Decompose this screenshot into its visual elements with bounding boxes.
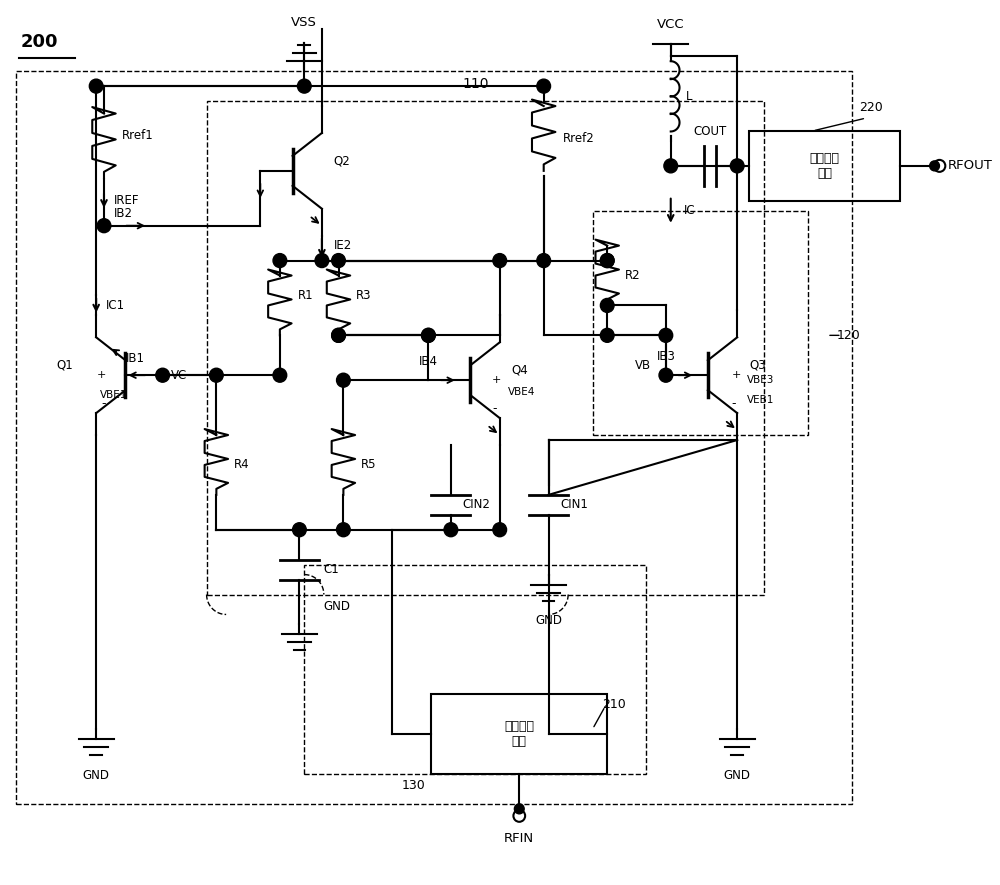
Text: R5: R5 <box>361 458 376 472</box>
Text: Rref2: Rref2 <box>563 132 595 145</box>
Text: 输出匹配
电路: 输出匹配 电路 <box>810 152 840 180</box>
Circle shape <box>493 254 507 267</box>
Text: IE2: IE2 <box>334 239 352 252</box>
Text: Q1: Q1 <box>56 358 73 372</box>
Text: VSS: VSS <box>291 16 317 29</box>
Circle shape <box>493 523 507 536</box>
Text: 输入匹配
电路: 输入匹配 电路 <box>504 720 534 748</box>
Circle shape <box>332 254 345 267</box>
Circle shape <box>659 328 673 342</box>
Circle shape <box>273 254 287 267</box>
Circle shape <box>600 328 614 342</box>
Circle shape <box>293 523 306 536</box>
Text: 120: 120 <box>837 329 861 342</box>
Text: 220: 220 <box>859 101 883 114</box>
Text: VBE1: VBE1 <box>100 390 127 400</box>
Text: Q3: Q3 <box>749 358 766 372</box>
Text: IREF: IREF <box>114 195 139 207</box>
Circle shape <box>332 328 345 342</box>
Circle shape <box>659 368 673 382</box>
Text: VEB1: VEB1 <box>747 395 774 405</box>
Text: GND: GND <box>324 599 351 612</box>
Text: -: - <box>492 402 496 414</box>
Circle shape <box>537 79 551 93</box>
Text: COUT: COUT <box>693 125 726 138</box>
Circle shape <box>600 298 614 312</box>
Text: R4: R4 <box>234 458 250 472</box>
Text: 210: 210 <box>602 697 626 711</box>
Text: +: + <box>97 370 106 381</box>
Text: R3: R3 <box>356 289 372 302</box>
Text: VB: VB <box>635 358 651 372</box>
Circle shape <box>273 368 287 382</box>
Bar <box>593 211 808 435</box>
Text: RFIN: RFIN <box>504 832 534 845</box>
Text: GND: GND <box>724 769 751 782</box>
Text: VBE4: VBE4 <box>508 387 535 397</box>
Circle shape <box>444 523 458 536</box>
Text: -: - <box>101 396 106 410</box>
Text: Q4: Q4 <box>511 364 528 377</box>
Circle shape <box>422 328 435 342</box>
Text: VC: VC <box>170 369 187 381</box>
Circle shape <box>600 254 614 267</box>
Bar <box>304 565 646 774</box>
Circle shape <box>730 159 744 173</box>
Circle shape <box>422 328 435 342</box>
Circle shape <box>664 159 678 173</box>
Text: C1: C1 <box>324 563 340 576</box>
Text: Q2: Q2 <box>334 154 350 167</box>
Circle shape <box>156 368 169 382</box>
Bar <box>749 131 900 201</box>
Circle shape <box>297 79 311 93</box>
Circle shape <box>97 219 111 233</box>
Circle shape <box>332 328 345 342</box>
Bar <box>431 694 607 774</box>
Circle shape <box>337 373 350 387</box>
Text: -: - <box>731 396 736 410</box>
Text: 110: 110 <box>462 77 489 91</box>
Text: IC: IC <box>683 204 695 217</box>
Circle shape <box>930 161 939 171</box>
Text: CIN2: CIN2 <box>463 498 490 512</box>
Circle shape <box>514 804 524 814</box>
Circle shape <box>89 79 103 93</box>
Text: +: + <box>492 375 501 385</box>
Text: GND: GND <box>83 769 110 782</box>
Text: L: L <box>685 89 692 103</box>
Text: IB3: IB3 <box>656 350 675 363</box>
Circle shape <box>315 254 329 267</box>
Text: +: + <box>731 370 741 381</box>
Text: Rref1: Rref1 <box>122 129 153 142</box>
Text: RFOUT: RFOUT <box>947 159 992 173</box>
Text: R2: R2 <box>625 269 640 282</box>
Bar <box>207 101 764 595</box>
Text: 130: 130 <box>402 779 426 792</box>
Bar <box>16 71 852 804</box>
Circle shape <box>210 368 223 382</box>
Text: VBE3: VBE3 <box>747 375 774 385</box>
Text: R1: R1 <box>297 289 313 302</box>
Text: IC1: IC1 <box>106 299 125 312</box>
Text: CIN1: CIN1 <box>560 498 588 512</box>
Circle shape <box>600 254 614 267</box>
Circle shape <box>337 523 350 536</box>
Text: IB4: IB4 <box>419 355 438 368</box>
Circle shape <box>537 254 551 267</box>
Text: 200: 200 <box>21 34 58 51</box>
Text: VCC: VCC <box>657 19 685 31</box>
Text: GND: GND <box>535 614 562 627</box>
Text: IB1: IB1 <box>125 352 144 366</box>
Text: IB2: IB2 <box>114 207 133 220</box>
